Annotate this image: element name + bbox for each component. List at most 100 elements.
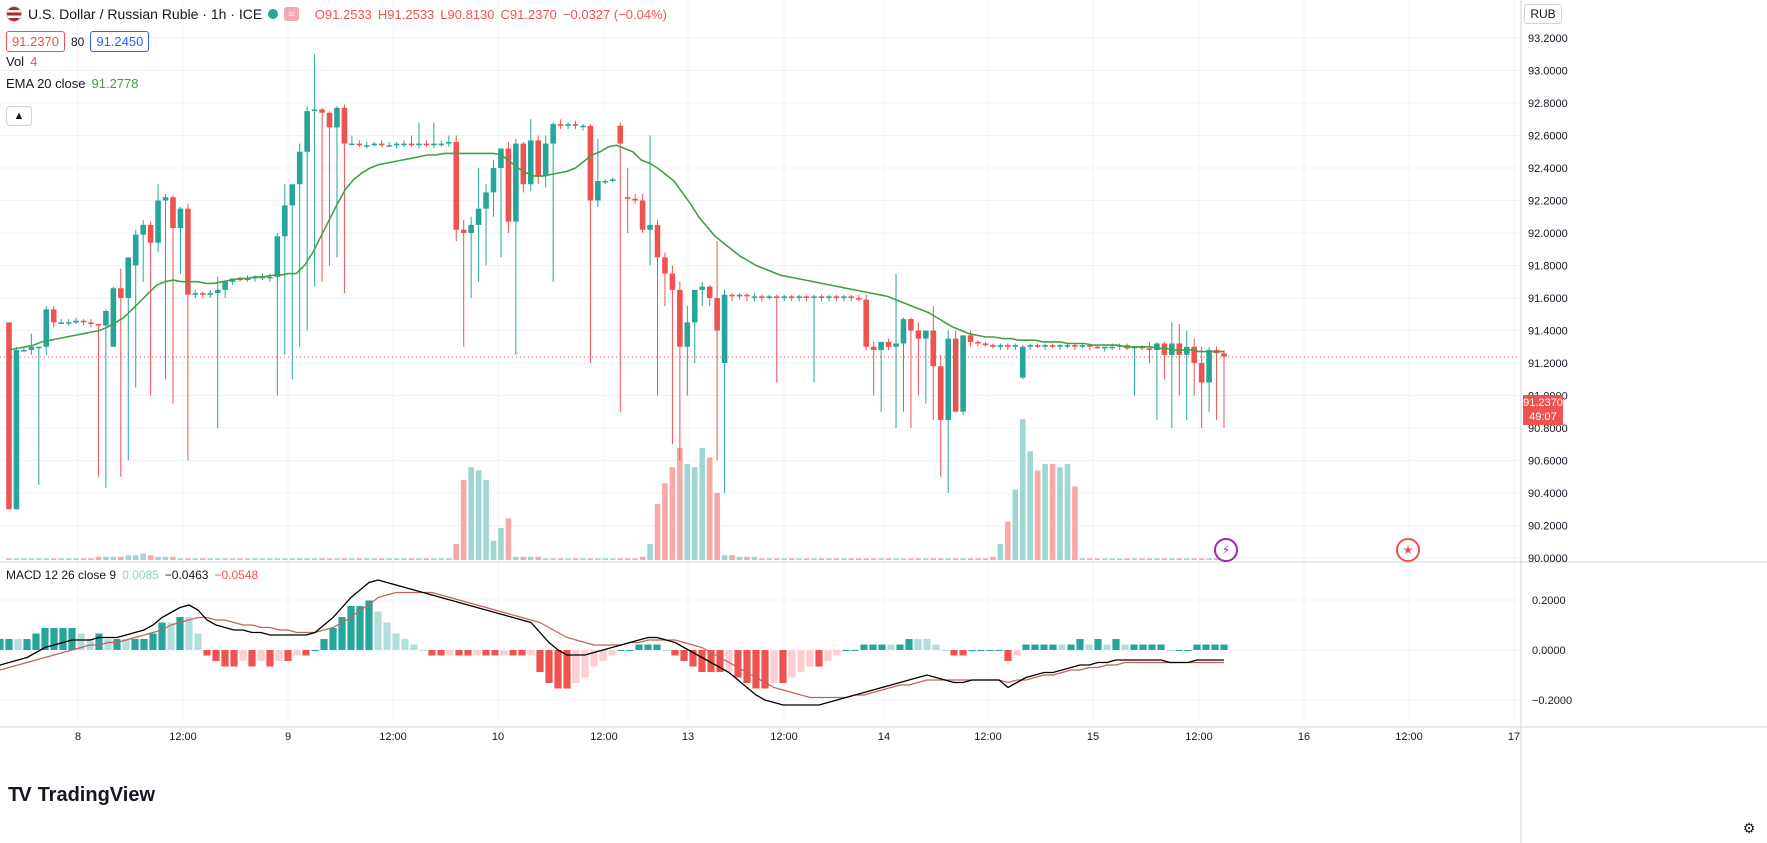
volume-bar [609, 558, 616, 560]
macd-legend[interactable]: MACD 12 26 close 9 0.0085 −0.0463 −0.054… [6, 568, 258, 582]
macd-histogram-bar [986, 650, 994, 651]
candle-body [88, 322, 94, 324]
volume-bar [841, 558, 847, 560]
candle-body [759, 296, 765, 298]
candle-body [207, 293, 214, 295]
candle-body [863, 299, 870, 347]
volume-bar [997, 544, 1004, 560]
macd-histogram-bar [266, 650, 274, 667]
candle-body [505, 148, 512, 222]
macd-histogram-bar [500, 650, 508, 656]
volume-bar [1027, 451, 1033, 560]
volume-bar [863, 558, 870, 560]
macd-histogram-bar [869, 644, 877, 650]
candle-body [654, 224, 661, 258]
collapse-legend-button[interactable]: ▲ [6, 106, 32, 126]
macd-histogram-bar [1166, 650, 1174, 651]
symbol-legend[interactable]: U.S. Dollar / Russian Ruble · 1h · ICE ≈… [6, 6, 667, 22]
candle-body [498, 148, 504, 168]
volume-bar [237, 558, 243, 560]
macd-histogram-bar [437, 650, 445, 656]
volume-bar [1198, 558, 1205, 560]
macd-histogram-bar [545, 650, 553, 683]
volume-bar [423, 558, 430, 560]
candle-body [311, 109, 318, 112]
gear-icon[interactable]: ⚙ [1742, 820, 1756, 836]
macd-line-value: −0.0463 [164, 568, 209, 582]
candle-body [483, 192, 489, 209]
volume-bar [132, 555, 139, 560]
macd-histogram-bar [518, 650, 526, 656]
macd-histogram-bar [968, 650, 976, 651]
candle-body [811, 296, 817, 298]
volume-bar [289, 558, 296, 560]
candle-body [751, 296, 758, 298]
candle-body [1094, 346, 1101, 349]
volume-bar [535, 556, 542, 560]
macd-histogram-bar [77, 633, 85, 650]
volume-bar [833, 558, 840, 560]
volume-bar [1087, 558, 1093, 560]
macd-histogram-bar [806, 650, 814, 667]
candle-body [587, 125, 594, 201]
ema-legend[interactable]: EMA 20 close 91.2778 [6, 76, 139, 91]
macd-histogram-bar [779, 650, 787, 683]
currency-button[interactable]: RUB [1524, 4, 1562, 24]
candle-body [669, 273, 676, 290]
time-tick-label: 13 [682, 731, 694, 743]
macd-histogram-bar [356, 606, 364, 650]
candle-body [192, 293, 199, 295]
macd-histogram-bar [977, 650, 985, 651]
candle-body [960, 335, 966, 412]
time-tick-label: 12:00 [974, 731, 1002, 743]
candle-body [1101, 346, 1108, 349]
candle-body [185, 208, 191, 295]
volume-bar [95, 556, 102, 560]
candle-body [848, 296, 855, 298]
macd-histogram-bar [1148, 644, 1156, 650]
candle-body [378, 143, 385, 146]
macd-histogram-bar [176, 617, 184, 650]
volume-bar [363, 558, 370, 560]
macd-histogram-bar [599, 650, 607, 661]
candle-body [1005, 345, 1011, 347]
candle-body [393, 143, 400, 146]
candle-body [975, 341, 981, 344]
volume-bar [639, 556, 646, 560]
lightning-event-icon[interactable]: ⚡ [1214, 538, 1238, 562]
volume-legend[interactable]: Vol 4 [6, 54, 37, 69]
candle-body [21, 350, 27, 352]
volume-bar [870, 558, 877, 560]
volume-bar [65, 558, 72, 560]
candle-body [1109, 346, 1115, 349]
bid-price[interactable]: 91.2370 [6, 31, 65, 52]
volume-bar [669, 467, 676, 560]
price-tick-label: 90.0000 [1528, 553, 1568, 565]
volume-bar [73, 558, 79, 560]
macd-histogram-bar [842, 650, 850, 651]
price-tick-label: 90.8000 [1528, 423, 1568, 435]
volume-bar [498, 528, 504, 560]
macd-histogram-bar [734, 650, 742, 678]
candle-body [6, 322, 12, 510]
us-economic-event-icon[interactable]: ★ [1396, 538, 1420, 562]
volume-bar [1034, 470, 1041, 560]
volume-bar [699, 448, 706, 560]
macd-histogram-bar [617, 650, 625, 651]
candle-body [132, 234, 139, 266]
macd-histogram-bar [374, 611, 382, 650]
last-price-tag: 91.2370 49:07 [1523, 395, 1563, 425]
ask-price[interactable]: 91.2450 [90, 31, 150, 52]
volume-bar [595, 558, 601, 560]
candle-body [550, 124, 556, 144]
candle-body [736, 294, 743, 297]
volume-bar [885, 558, 892, 560]
macd-histogram-bar [221, 650, 229, 667]
candle-body [870, 346, 877, 350]
price-tick-label: 91.6000 [1528, 293, 1568, 305]
candle-body [833, 296, 840, 298]
candle-body [200, 293, 206, 295]
volume-bar [118, 556, 124, 560]
candle-body [982, 343, 989, 346]
